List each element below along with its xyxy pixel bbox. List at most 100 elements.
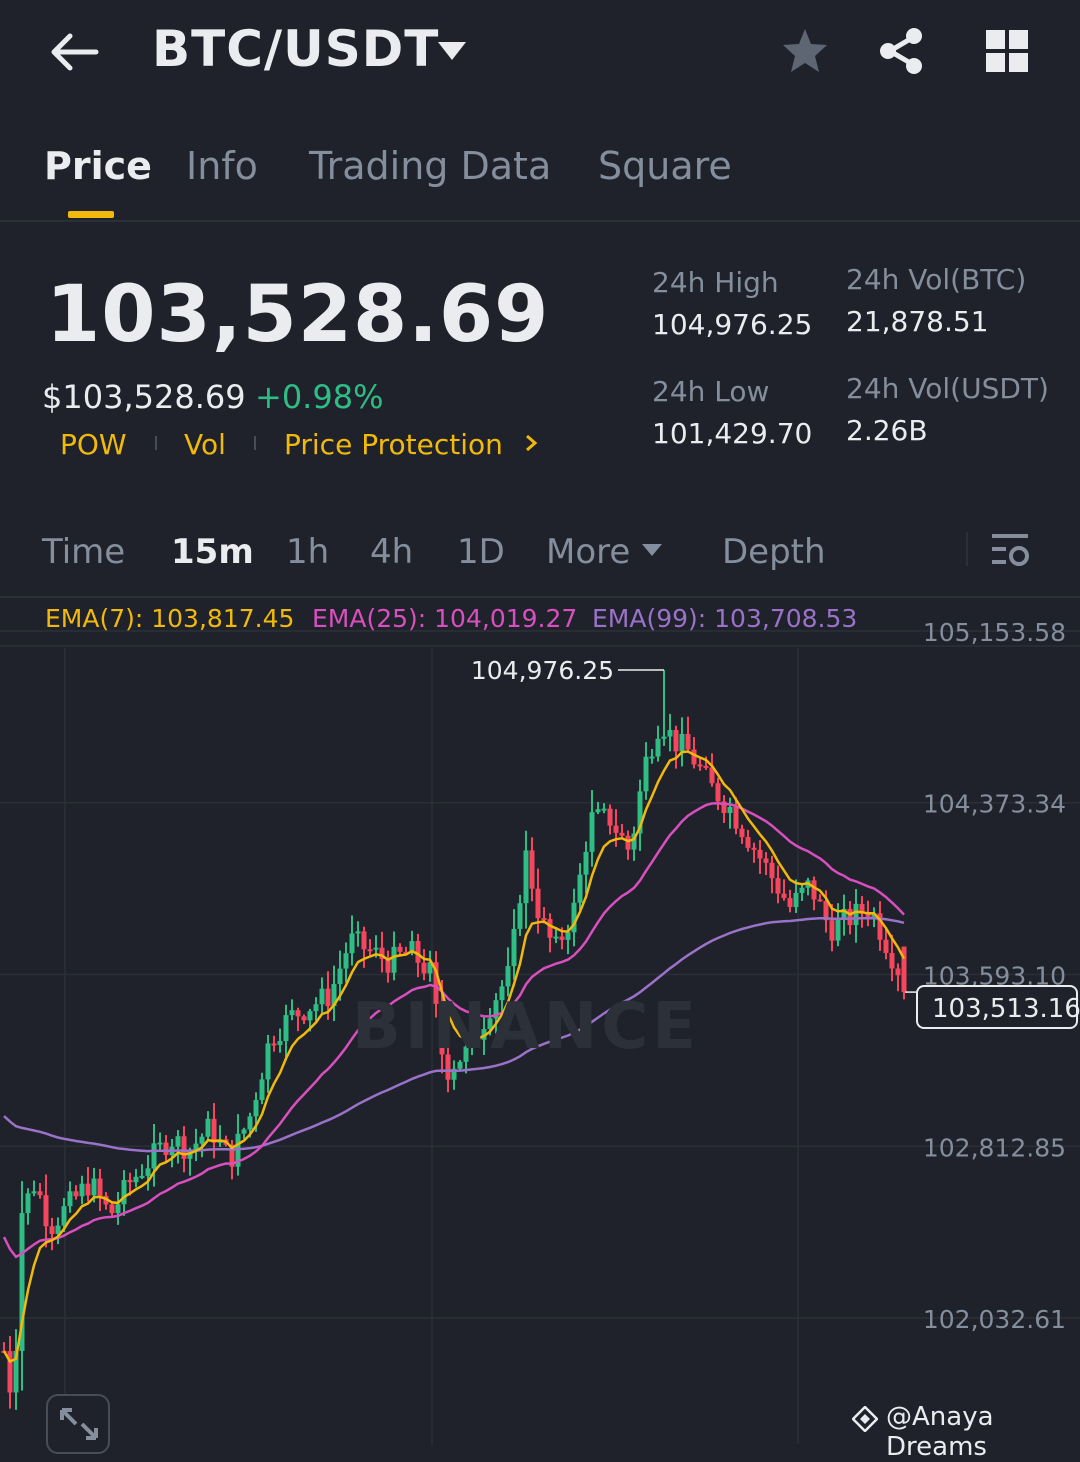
tab-trading-data[interactable]: Trading Data (309, 144, 552, 188)
ema7-legend: EMA(7): 103,817.45 (45, 604, 295, 633)
credit-text: @Anaya Dreams (886, 1402, 994, 1462)
tf-depth[interactable]: Depth (722, 532, 826, 572)
candle (889, 952, 895, 969)
candle (499, 986, 505, 1001)
usd-price: $103,528.69 (42, 378, 246, 416)
stat-high-label: 24h High (652, 266, 779, 299)
candle (25, 1193, 31, 1214)
share-icon[interactable] (876, 26, 926, 76)
stat-vol-usdt-value: 2.26B (846, 414, 928, 447)
candle (283, 1015, 289, 1041)
candle (19, 1213, 25, 1351)
divider (966, 532, 968, 566)
chart-settings-icon[interactable] (990, 530, 1032, 570)
candle (553, 936, 559, 939)
candle (427, 962, 433, 974)
divider (0, 596, 1080, 598)
candle (313, 1004, 319, 1012)
y-tick-label: 105,153.58 (923, 618, 1066, 647)
candle (67, 1191, 73, 1207)
ema25-legend: EMA(25): 104,019.27 (312, 604, 578, 633)
candle (331, 984, 337, 1007)
candle (37, 1191, 43, 1196)
caret-down-icon[interactable] (436, 40, 468, 62)
candle (193, 1143, 199, 1151)
candlestick-chart[interactable]: 105,153.58104,373.34103,593.10102,812.85… (0, 598, 1080, 1444)
candle (379, 947, 385, 960)
tf-1d[interactable]: 1D (457, 532, 505, 572)
y-tick-label: 104,373.34 (923, 790, 1066, 819)
expand-chart-button[interactable] (46, 1394, 110, 1454)
tag-pow[interactable]: POW (60, 428, 127, 461)
candle (127, 1179, 133, 1183)
tag-vol[interactable]: Vol (184, 428, 226, 461)
y-tick-label: 102,812.85 (923, 1133, 1066, 1162)
candle (541, 918, 547, 921)
candle (901, 946, 907, 993)
tf-4h[interactable]: 4h (370, 532, 414, 572)
tf-1h[interactable]: 1h (286, 532, 330, 572)
candle (247, 1116, 253, 1130)
star-icon[interactable] (780, 26, 830, 76)
candle (619, 832, 625, 836)
tab-info[interactable]: Info (186, 144, 258, 188)
candle (817, 899, 823, 902)
candle (13, 1350, 19, 1393)
candle (415, 941, 421, 963)
price-change: +0.98% (255, 378, 384, 416)
candle (493, 1000, 499, 1019)
chevron-right-icon[interactable] (522, 432, 540, 454)
candle (97, 1178, 103, 1196)
tag-price-protection[interactable]: Price Protection (284, 428, 503, 461)
candle (679, 733, 685, 752)
tf-more[interactable]: More (546, 532, 631, 572)
pair-title[interactable]: BTC/USDT (152, 20, 440, 78)
candle (883, 939, 889, 953)
candle (319, 988, 325, 1005)
candle (559, 936, 565, 940)
candle (721, 801, 727, 813)
candle (769, 862, 775, 879)
candle (199, 1136, 205, 1144)
candle (241, 1129, 247, 1134)
candle (85, 1183, 91, 1196)
grid-icon[interactable] (984, 28, 1030, 74)
tab-price[interactable]: Price (44, 144, 152, 188)
caret-down-icon[interactable] (641, 543, 663, 557)
candle (481, 1029, 487, 1040)
candle (91, 1178, 97, 1196)
current-price-tag (916, 985, 1078, 1029)
candle (781, 893, 787, 899)
tf-time[interactable]: Time (42, 532, 126, 572)
candle (649, 756, 655, 759)
candle (835, 919, 841, 941)
candle (547, 919, 553, 938)
candle (673, 730, 679, 752)
candle (367, 949, 373, 952)
candle (439, 1003, 445, 1055)
candle (385, 959, 391, 973)
candle (487, 1018, 493, 1030)
candle (529, 850, 535, 889)
candle (325, 988, 331, 1007)
candle (811, 880, 817, 900)
high-marker-label: 104,976.25 (471, 656, 614, 685)
candle (511, 928, 517, 967)
candle (211, 1118, 217, 1143)
candle (295, 1010, 301, 1017)
candle (823, 901, 829, 921)
candle (373, 947, 379, 950)
tab-square[interactable]: Square (598, 144, 732, 188)
candle (253, 1100, 259, 1117)
candle (55, 1225, 61, 1234)
tag-separator (254, 436, 256, 450)
candle (301, 1016, 307, 1021)
candle (361, 931, 367, 950)
tf-15m[interactable]: 15m (171, 532, 254, 572)
back-arrow-icon[interactable] (46, 24, 102, 80)
candle (601, 808, 607, 811)
candle (565, 932, 571, 940)
candle (109, 1204, 115, 1214)
candle (337, 968, 343, 985)
candle (277, 1040, 283, 1045)
